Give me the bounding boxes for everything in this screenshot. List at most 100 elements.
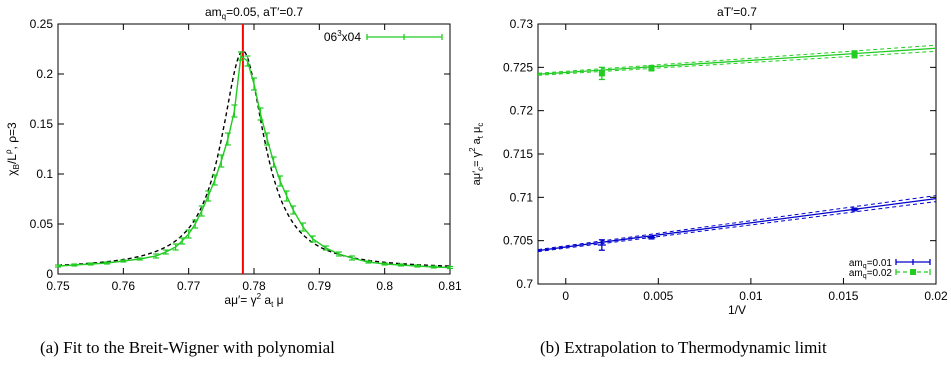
chart-b-y-tick-label: 0.73 — [510, 17, 534, 31]
chart-a-data-point — [447, 265, 453, 270]
chart-a-data-point — [309, 235, 316, 243]
chart-b-y-tick-label: 0.725 — [503, 60, 533, 74]
chart-b-legend-label-1: amq=0.02 — [849, 268, 893, 280]
chart-a-x-tick-label: 0.79 — [308, 279, 332, 293]
chart-a-y-tick-label: 0.1 — [36, 167, 53, 181]
chart-a-data-point — [237, 51, 244, 61]
chart-a-y-tick-label: 0.05 — [30, 217, 54, 231]
chart-b-marker — [851, 51, 858, 58]
chart-b: 0.7 0.705 0.71 0.715 0.72 0.725 0.73 0 0.005 0.0… — [468, 5, 948, 317]
chart-b-y-tick-label: 0.71 — [510, 190, 534, 204]
chart-b-fit-line-0 — [537, 197, 937, 252]
chart-a-data-point — [349, 255, 355, 261]
chart-a-title: amq=0.05, aT′=0.7 — [205, 5, 303, 21]
chart-a-data-point — [218, 154, 225, 168]
chart-b-legend: amq=0.01 amq=0.02 — [849, 258, 931, 280]
chart-a-data-point — [185, 229, 192, 239]
chart-b-fit-band-0 — [537, 201, 937, 253]
chart-b-series — [537, 44, 937, 253]
chart-a-data-point — [257, 107, 264, 121]
chart-a-data-point — [120, 259, 127, 263]
chart-a-x-tick-label: 0.81 — [438, 279, 462, 293]
chart-b-fit-band-0 — [537, 195, 937, 251]
chart-a-data-point — [335, 251, 342, 257]
chart-a-data-point — [153, 253, 159, 259]
chart-a-x-tick-label: 0.8 — [376, 279, 393, 293]
chart-a-data-point — [365, 260, 372, 264]
chart-b-x-tick-label: 0.01 — [739, 289, 763, 303]
chart-b-x-ticks: 0 0.005 0.01 0.015 0.02 — [562, 24, 948, 303]
chart-b-x-tick-label: 0.015 — [828, 289, 858, 303]
chart-a-data-point — [244, 55, 251, 67]
chart-b-fit-line-1 — [537, 47, 937, 75]
chart-a-data-point — [414, 264, 421, 268]
chart-b-y-tick-label: 0.705 — [503, 234, 533, 248]
chart-b-x-tick-label: 0.02 — [924, 289, 948, 303]
chart-a-data-point — [231, 104, 238, 118]
chart-b-data-point-1 — [598, 66, 605, 81]
chart-a-data-point — [192, 219, 199, 229]
chart-a-data-point — [300, 222, 306, 232]
chart-a-legend-swatch — [366, 34, 443, 40]
chart-a-y-tick-label: 0.25 — [30, 17, 54, 31]
chart-b-x-label: 1/V — [728, 303, 746, 317]
chart-a-data-point — [104, 261, 110, 265]
chart-a-data-line — [57, 54, 451, 269]
chart-b-y-label: aμ′c= γ2 at μc — [468, 123, 485, 186]
chart-a-data-point — [283, 190, 290, 202]
chart-a-data-point — [162, 249, 169, 255]
chart-a-x-ticks: 0.75 0.76 0.77 0.78 0.79 0.8 0.81 — [46, 24, 462, 293]
chart-a-data-point — [264, 132, 271, 146]
chart-b-marker — [648, 65, 655, 72]
chart-a-y-tick-label: 0.2 — [36, 67, 53, 81]
chart-a-data-point — [224, 132, 231, 146]
chart-b-data-point-0 — [850, 207, 859, 212]
figure: 0 0.05 0.1 0.15 0.2 0.25 0.75 0.76 0.77 0.78 0.79… — [4, 5, 948, 317]
chart-a-series — [55, 24, 453, 274]
chart-a-data-point — [270, 156, 277, 168]
chart-a-data-point — [136, 257, 143, 261]
chart-a-data-point — [381, 262, 388, 266]
chart-b-fit-band-1 — [537, 44, 937, 74]
chart-a-data-point — [205, 190, 212, 202]
chart-b-marker — [598, 70, 605, 77]
chart-a-data-point — [430, 265, 437, 269]
chart-b-title: aT′=0.7 — [717, 5, 757, 19]
caption-a: (a) Fit to the Breit-Wigner with polynom… — [40, 338, 335, 357]
chart-a-data-point — [198, 205, 205, 217]
chart-b-legend-swatch-0 — [895, 259, 931, 265]
caption-b: (b) Extrapolation to Thermodynamic limit — [540, 338, 827, 357]
chart-b-legend-label-0: amq=0.01 — [849, 258, 893, 270]
chart-b-y-tick-label: 0.715 — [503, 147, 533, 161]
chart-b-y-ticks: 0.7 0.705 0.71 0.715 0.72 0.725 0.73 — [503, 17, 936, 291]
chart-a-x-tick-label: 0.76 — [112, 279, 136, 293]
chart-a-data-point — [322, 245, 329, 251]
chart-b-y-tick-label: 0.7 — [516, 277, 533, 291]
chart-a-data-point — [71, 263, 78, 267]
chart-a-data-point — [172, 243, 179, 251]
chart-a-data-point — [211, 174, 218, 186]
chart-a-data-point — [55, 264, 61, 268]
chart-a-x-label: aμ′= γ2 at μ — [224, 292, 283, 309]
chart-b-legend-swatch-1 — [895, 269, 931, 275]
chart-b-y-tick-label: 0.72 — [510, 104, 534, 118]
chart-a-data-point — [251, 77, 257, 91]
chart-a-data-point — [290, 205, 297, 215]
chart-a-data-point — [398, 263, 404, 267]
chart-a-data-point — [179, 237, 186, 245]
chart-a-x-tick-label: 0.78 — [242, 279, 266, 293]
chart-b-x-tick-label: 0.005 — [643, 289, 673, 303]
chart-a-y-ticks: 0 0.05 0.1 0.15 0.2 0.25 — [30, 17, 450, 281]
chart-a-x-tick-label: 0.77 — [177, 279, 201, 293]
chart-b-x-tick-label: 0 — [562, 289, 569, 303]
chart-b-data-point-1 — [851, 50, 858, 59]
chart-b-data-point-0 — [597, 239, 606, 251]
chart-a-legend-label: 063x04 — [324, 29, 361, 44]
chart-a-plot-frame — [57, 23, 451, 275]
chart-a-x-tick-label: 0.75 — [46, 279, 70, 293]
chart-a-data-point — [87, 262, 94, 266]
chart-b-data-point-0 — [647, 235, 656, 240]
chart-a-data-point — [277, 175, 284, 187]
chart-a-y-tick-label: 0.15 — [30, 117, 54, 131]
chart-b-data-point-1 — [648, 64, 655, 72]
